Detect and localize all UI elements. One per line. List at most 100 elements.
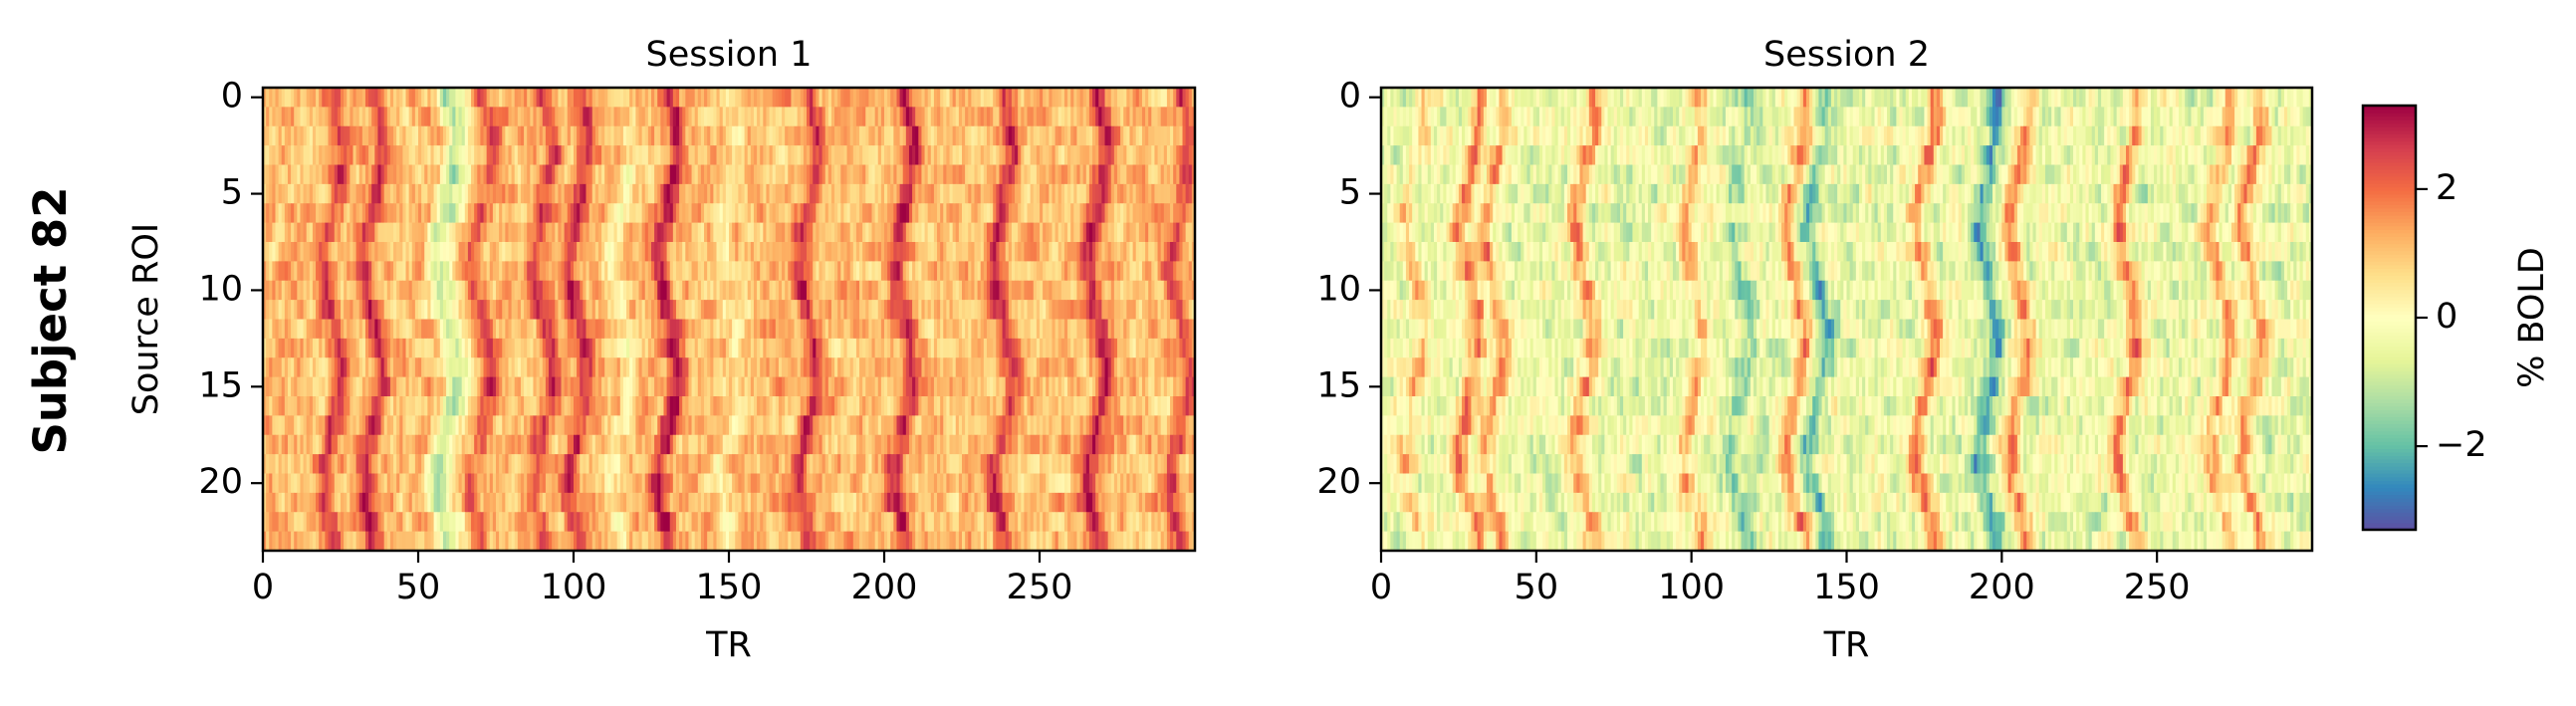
heatmap-cell xyxy=(511,145,516,166)
heatmap-cell xyxy=(408,88,413,108)
heatmap-cell xyxy=(704,145,708,166)
heatmap-cell xyxy=(281,88,286,108)
heatmap-cell xyxy=(622,261,627,282)
heatmap-cell xyxy=(1076,107,1081,127)
heatmap-cell xyxy=(303,242,308,262)
heatmap-cell xyxy=(722,261,727,282)
heatmap-cell xyxy=(328,261,333,282)
heatmap-cell xyxy=(418,107,422,127)
heatmap-cell xyxy=(1110,183,1115,204)
heatmap-cell xyxy=(732,242,736,262)
heatmap-cell xyxy=(508,222,513,243)
heatmap-cell xyxy=(471,183,475,204)
heatmap-cell xyxy=(824,222,829,243)
heatmap-cell xyxy=(766,300,771,321)
heatmap-cell xyxy=(492,280,497,301)
heatmap-cell xyxy=(1132,145,1137,166)
heatmap-cell xyxy=(827,338,832,358)
heatmap-cell xyxy=(355,203,360,224)
heatmap-cell xyxy=(852,203,857,224)
heatmap-cell xyxy=(905,145,910,166)
heatmap-cell xyxy=(530,88,535,108)
heatmap-cell xyxy=(632,145,636,166)
heatmap-cell xyxy=(778,319,783,340)
heatmap-cell xyxy=(968,183,972,204)
heatmap-cell xyxy=(577,183,581,204)
heatmap-cell xyxy=(331,183,336,204)
heatmap-cell xyxy=(358,338,363,358)
heatmap-cell xyxy=(604,319,608,340)
heatmap-cell xyxy=(552,125,556,146)
heatmap-cell xyxy=(1120,376,1124,397)
heatmap-cell xyxy=(483,242,488,262)
heatmap-cell xyxy=(1179,261,1184,282)
heatmap-cell xyxy=(816,280,820,301)
heatmap-cell xyxy=(977,222,982,243)
heatmap-cell xyxy=(977,261,982,282)
heatmap-cell xyxy=(660,242,665,262)
heatmap-cell xyxy=(657,376,661,397)
heatmap-cell xyxy=(1151,280,1156,301)
heatmap-cell xyxy=(358,145,363,166)
heatmap-cell xyxy=(361,396,366,416)
heatmap-cell xyxy=(471,164,475,185)
heatmap-cell xyxy=(1182,357,1187,378)
heatmap-cell xyxy=(1046,319,1050,340)
heatmap-cell xyxy=(675,125,680,146)
heatmap-cell xyxy=(810,183,814,204)
heatmap-cell xyxy=(272,222,277,243)
heatmap-cell xyxy=(272,107,277,127)
heatmap-cell xyxy=(884,183,888,204)
heatmap-cell xyxy=(567,145,572,166)
heatmap-cell xyxy=(918,222,923,243)
heatmap-cell xyxy=(1030,280,1035,301)
heatmap-cell xyxy=(974,125,979,146)
heatmap-cell xyxy=(943,338,947,358)
heatmap-cell xyxy=(297,242,302,262)
heatmap-cell xyxy=(564,261,569,282)
heatmap-cell xyxy=(294,107,298,127)
heatmap-cell xyxy=(272,261,277,282)
heatmap-cell xyxy=(514,261,519,282)
heatmap-cell xyxy=(816,125,820,146)
heatmap-cell xyxy=(442,107,447,127)
heatmap-cell xyxy=(890,261,894,282)
heatmap-cell xyxy=(930,203,935,224)
heatmap-cell xyxy=(800,338,805,358)
heatmap-cell xyxy=(1043,183,1047,204)
heatmap-cell xyxy=(682,376,686,397)
heatmap-cell xyxy=(682,125,686,146)
heatmap-cell xyxy=(371,376,375,397)
heatmap-cell xyxy=(738,357,743,378)
heatmap-cell xyxy=(725,300,730,321)
heatmap-cell xyxy=(1033,261,1038,282)
heatmap-cell xyxy=(1182,338,1187,358)
heatmap-cell xyxy=(461,338,466,358)
heatmap-cell xyxy=(821,203,826,224)
heatmap-cell xyxy=(915,203,919,224)
heatmap-cell xyxy=(583,164,587,185)
heatmap-cell xyxy=(996,203,1001,224)
heatmap-cell xyxy=(993,357,997,378)
heatmap-cell xyxy=(880,357,885,378)
heatmap-cell xyxy=(597,300,602,321)
heatmap-cell xyxy=(716,145,721,166)
heatmap-cell xyxy=(287,125,292,146)
heatmap-cell xyxy=(536,107,541,127)
heatmap-cell xyxy=(1176,300,1180,321)
heatmap-cell xyxy=(1054,203,1059,224)
heatmap-cell xyxy=(549,396,553,416)
heatmap-cell xyxy=(691,338,696,358)
heatmap-cell xyxy=(688,319,693,340)
heatmap-cell xyxy=(1182,125,1187,146)
heatmap-cell xyxy=(263,280,267,301)
heatmap-cell xyxy=(753,145,758,166)
heatmap-cell xyxy=(536,145,541,166)
heatmap-cell xyxy=(865,242,869,262)
heatmap-cell xyxy=(716,280,721,301)
heatmap-cell xyxy=(937,183,941,204)
heatmap-cell xyxy=(622,300,627,321)
heatmap-cell xyxy=(1138,88,1143,108)
heatmap-cell xyxy=(374,183,379,204)
heatmap-cell xyxy=(750,222,755,243)
